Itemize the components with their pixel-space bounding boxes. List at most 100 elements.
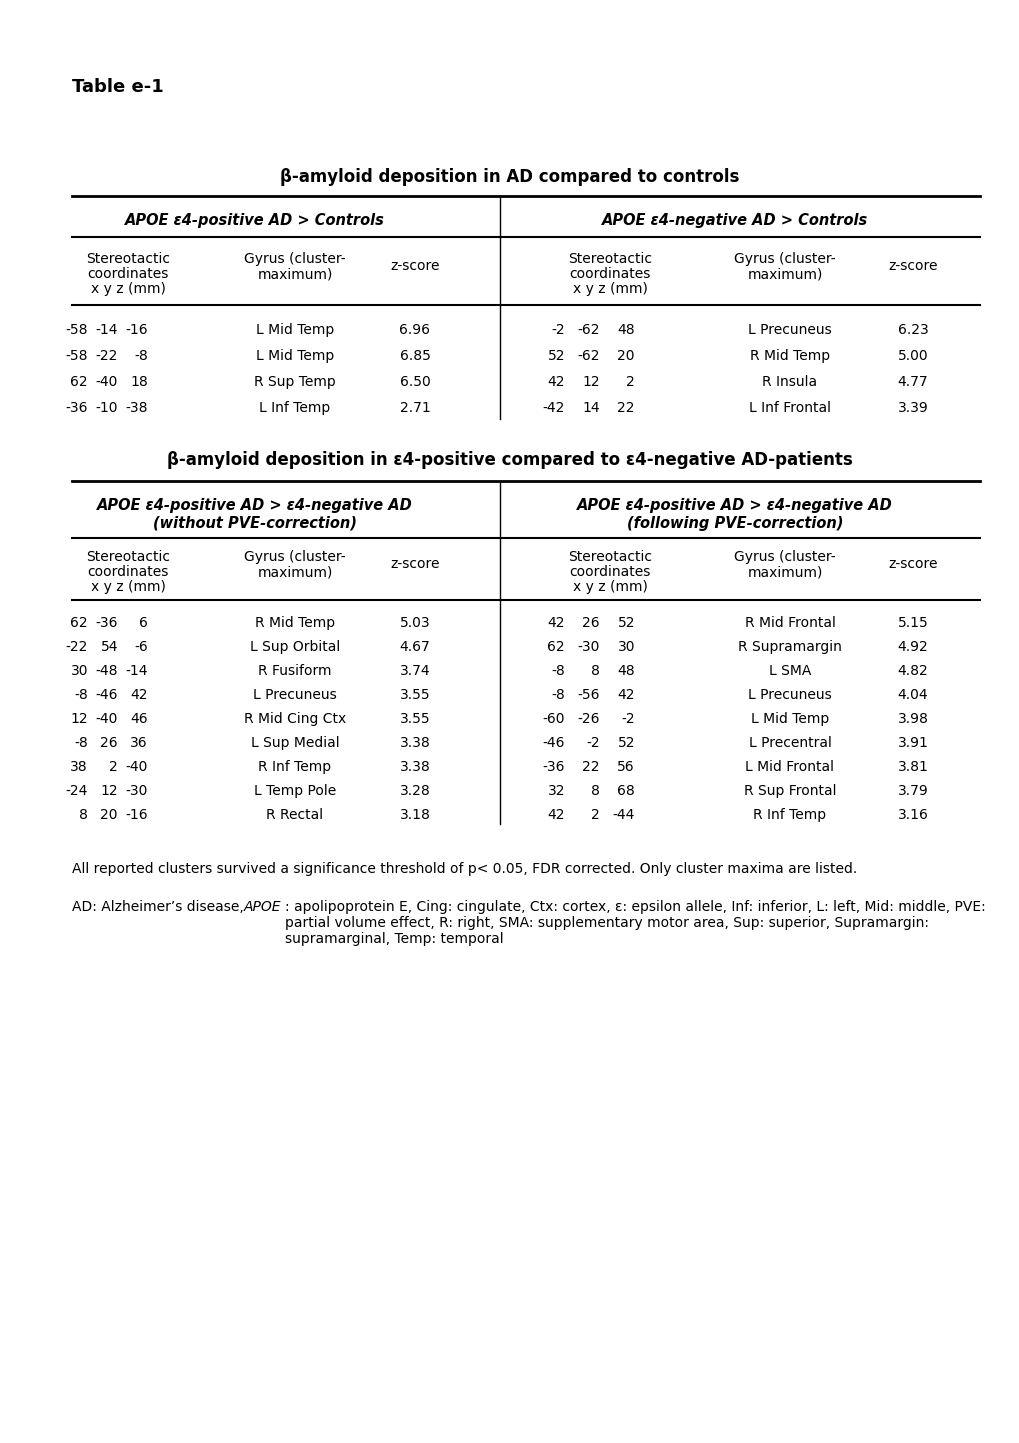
Text: L Inf Frontal: L Inf Frontal bbox=[748, 401, 830, 416]
Text: -40: -40 bbox=[96, 375, 118, 390]
Text: 38: 38 bbox=[70, 760, 88, 773]
Text: 2: 2 bbox=[109, 760, 118, 773]
Text: APOE ε4-positive AD > Controls: APOE ε4-positive AD > Controls bbox=[125, 214, 384, 228]
Text: -30: -30 bbox=[125, 784, 148, 798]
Text: 48: 48 bbox=[616, 664, 635, 678]
Text: maximum): maximum) bbox=[257, 267, 332, 281]
Text: -38: -38 bbox=[125, 401, 148, 416]
Text: 62: 62 bbox=[547, 641, 565, 654]
Text: 5.00: 5.00 bbox=[897, 349, 927, 364]
Text: R Fusiform: R Fusiform bbox=[258, 664, 331, 678]
Text: -16: -16 bbox=[125, 808, 148, 823]
Text: 4.82: 4.82 bbox=[897, 664, 927, 678]
Text: 52: 52 bbox=[547, 349, 565, 364]
Text: (following PVE-correction): (following PVE-correction) bbox=[627, 517, 843, 531]
Text: 3.98: 3.98 bbox=[897, 711, 927, 726]
Text: 62: 62 bbox=[70, 375, 88, 390]
Text: 22: 22 bbox=[582, 760, 599, 773]
Text: 42: 42 bbox=[130, 688, 148, 701]
Text: 5.15: 5.15 bbox=[897, 616, 927, 631]
Text: L Precuneus: L Precuneus bbox=[747, 688, 832, 701]
Text: 4.67: 4.67 bbox=[399, 641, 430, 654]
Text: L Precuneus: L Precuneus bbox=[747, 323, 832, 338]
Text: x y z (mm): x y z (mm) bbox=[91, 580, 165, 595]
Text: z-score: z-score bbox=[888, 557, 936, 571]
Text: -36: -36 bbox=[65, 401, 88, 416]
Text: 2: 2 bbox=[626, 375, 635, 390]
Text: 8: 8 bbox=[591, 664, 599, 678]
Text: z-score: z-score bbox=[390, 557, 439, 571]
Text: coordinates: coordinates bbox=[569, 267, 650, 281]
Text: Stereotactic: Stereotactic bbox=[86, 253, 170, 266]
Text: L Mid Frontal: L Mid Frontal bbox=[745, 760, 834, 773]
Text: -24: -24 bbox=[65, 784, 88, 798]
Text: 32: 32 bbox=[547, 784, 565, 798]
Text: z-score: z-score bbox=[390, 258, 439, 273]
Text: -14: -14 bbox=[125, 664, 148, 678]
Text: 18: 18 bbox=[130, 375, 148, 390]
Text: 8: 8 bbox=[79, 808, 88, 823]
Text: -46: -46 bbox=[96, 688, 118, 701]
Text: 48: 48 bbox=[616, 323, 635, 338]
Text: -62: -62 bbox=[577, 349, 599, 364]
Text: 42: 42 bbox=[547, 808, 565, 823]
Text: 3.38: 3.38 bbox=[399, 760, 430, 773]
Text: L Inf Temp: L Inf Temp bbox=[259, 401, 330, 416]
Text: -56: -56 bbox=[577, 688, 599, 701]
Text: L Precentral: L Precentral bbox=[748, 736, 830, 750]
Text: L Sup Medial: L Sup Medial bbox=[251, 736, 339, 750]
Text: 62: 62 bbox=[70, 616, 88, 631]
Text: R Rectal: R Rectal bbox=[266, 808, 323, 823]
Text: 52: 52 bbox=[616, 736, 635, 750]
Text: R Mid Frontal: R Mid Frontal bbox=[744, 616, 835, 631]
Text: Gyrus (cluster-: Gyrus (cluster- bbox=[734, 550, 835, 564]
Text: L Sup Orbital: L Sup Orbital bbox=[250, 641, 339, 654]
Text: -2: -2 bbox=[551, 323, 565, 338]
Text: 30: 30 bbox=[616, 641, 635, 654]
Text: 3.81: 3.81 bbox=[897, 760, 927, 773]
Text: 42: 42 bbox=[547, 616, 565, 631]
Text: R Sup Frontal: R Sup Frontal bbox=[743, 784, 836, 798]
Text: 20: 20 bbox=[101, 808, 118, 823]
Text: APOE ε4-positive AD > ε4-negative AD: APOE ε4-positive AD > ε4-negative AD bbox=[97, 498, 413, 514]
Text: -58: -58 bbox=[65, 323, 88, 338]
Text: APOE: APOE bbox=[244, 900, 281, 913]
Text: 22: 22 bbox=[616, 401, 635, 416]
Text: L Mid Temp: L Mid Temp bbox=[256, 349, 334, 364]
Text: 56: 56 bbox=[616, 760, 635, 773]
Text: 14: 14 bbox=[582, 401, 599, 416]
Text: 30: 30 bbox=[70, 664, 88, 678]
Text: 6.50: 6.50 bbox=[399, 375, 430, 390]
Text: -14: -14 bbox=[96, 323, 118, 338]
Text: -62: -62 bbox=[577, 323, 599, 338]
Text: : apolipoprotein E, Cing: cingulate, Ctx: cortex, ε: epsilon allele, Inf: inferi: : apolipoprotein E, Cing: cingulate, Ctx… bbox=[284, 900, 984, 947]
Text: R Inf Temp: R Inf Temp bbox=[753, 808, 825, 823]
Text: 12: 12 bbox=[582, 375, 599, 390]
Text: 8: 8 bbox=[591, 784, 599, 798]
Text: Gyrus (cluster-: Gyrus (cluster- bbox=[244, 550, 345, 564]
Text: -30: -30 bbox=[577, 641, 599, 654]
Text: L Temp Pole: L Temp Pole bbox=[254, 784, 336, 798]
Text: -36: -36 bbox=[542, 760, 565, 773]
Text: -16: -16 bbox=[125, 323, 148, 338]
Text: 3.91: 3.91 bbox=[897, 736, 927, 750]
Text: z-score: z-score bbox=[888, 258, 936, 273]
Text: 20: 20 bbox=[616, 349, 635, 364]
Text: Gyrus (cluster-: Gyrus (cluster- bbox=[244, 253, 345, 266]
Text: 52: 52 bbox=[616, 616, 635, 631]
Text: β-amyloid deposition in AD compared to controls: β-amyloid deposition in AD compared to c… bbox=[280, 167, 739, 186]
Text: -42: -42 bbox=[542, 401, 565, 416]
Text: 6.85: 6.85 bbox=[399, 349, 430, 364]
Text: 3.55: 3.55 bbox=[399, 688, 430, 701]
Text: R Sup Temp: R Sup Temp bbox=[254, 375, 335, 390]
Text: x y z (mm): x y z (mm) bbox=[572, 281, 647, 296]
Text: 46: 46 bbox=[130, 711, 148, 726]
Text: Stereotactic: Stereotactic bbox=[568, 550, 651, 564]
Text: Stereotactic: Stereotactic bbox=[568, 253, 651, 266]
Text: 5.03: 5.03 bbox=[399, 616, 430, 631]
Text: 12: 12 bbox=[100, 784, 118, 798]
Text: coordinates: coordinates bbox=[88, 267, 168, 281]
Text: coordinates: coordinates bbox=[569, 566, 650, 579]
Text: 3.74: 3.74 bbox=[399, 664, 430, 678]
Text: -6: -6 bbox=[135, 641, 148, 654]
